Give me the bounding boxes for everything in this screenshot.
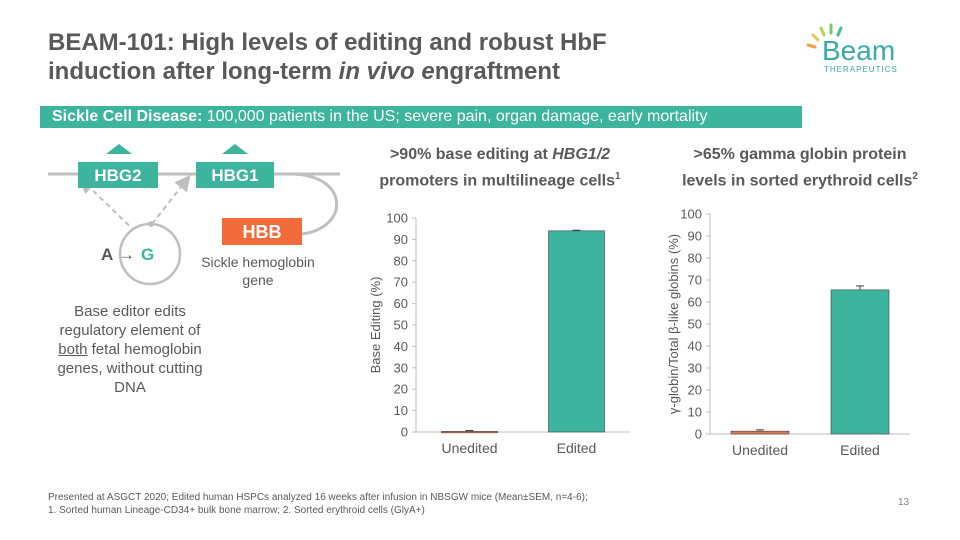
logo-sunburst-icon <box>806 23 843 49</box>
y-tick-label: 20 <box>394 382 408 397</box>
y-tick-label: 40 <box>688 339 702 354</box>
desc-underlined-word: both <box>58 341 88 358</box>
disease-banner: Sickle Cell Disease: 100,000 patients in… <box>40 106 802 128</box>
bar-unedited <box>441 431 498 434</box>
y-tick-label: 50 <box>688 317 702 332</box>
footnote: Presented at ASGCT 2020; Edited human HS… <box>48 491 588 517</box>
desc-line-1: Base editor edits <box>74 303 186 320</box>
title-line-2-suffix: ngraftment <box>434 58 561 85</box>
desc-line-2: regulatory element of <box>59 322 201 339</box>
y-tick-label: 20 <box>688 383 702 398</box>
desc-line-4: genes, without cutting <box>57 360 203 377</box>
chart2-heading-line-2-text: levels in sorted erythroid cells <box>682 172 913 190</box>
hbg2-label: HBG2 <box>94 166 141 185</box>
x-tick-label: Edited <box>557 440 597 456</box>
edit-from-base: A <box>101 245 113 264</box>
footnote-line-2: 1. Sorted human Lineage-CD34+ bulk bone … <box>48 505 425 516</box>
edit-to-base: G <box>141 245 154 264</box>
chart2-heading-line-2: levels in sorted erythroid cells2 <box>650 166 950 192</box>
dna-loop <box>289 172 339 236</box>
logo-word: Beam <box>822 35 895 66</box>
y-tick-label: 90 <box>688 229 702 244</box>
chart2-heading-line-1: >65% gamma globin protein <box>693 146 907 163</box>
y-tick-label: 40 <box>394 339 408 354</box>
y-tick-label: 60 <box>394 296 408 311</box>
y-tick-label: 80 <box>688 251 702 266</box>
hbb-label: HBB <box>243 222 282 242</box>
base-editing-diagram: A → G HBG2 HBG1 HBB Sickle hemoglobin ge… <box>48 144 340 288</box>
gamma-globin-chart: 0 10 20 30 40 50 60 70 80 90 100 γ-globin/Total β-l… <box>666 207 910 458</box>
y-axis-label: Base Editing (%) <box>368 277 383 374</box>
y-tick-label: 30 <box>688 361 702 376</box>
desc-line-3: both fetal hemoglobin <box>40 340 220 359</box>
chart1-heading: >90% base editing at HBG1/2 promoters in… <box>350 144 650 192</box>
chart2-heading: >65% gamma globin protein levels in sort… <box>650 144 950 192</box>
logo-sub: THERAPEUTICS <box>824 65 898 74</box>
edit-arrow-icon: → <box>118 245 135 264</box>
y-tick-label: 70 <box>688 273 702 288</box>
y-tick-label: 70 <box>394 275 408 290</box>
desc-line-3-rest: fetal hemoglobin <box>87 341 202 358</box>
y-tick-label: 0 <box>401 425 408 440</box>
banner-text: 100,000 patients in the US; severe pain,… <box>202 108 708 125</box>
hbg1-up-arrow-icon <box>222 144 248 154</box>
base-editing-chart: 0 10 20 30 40 50 60 70 80 90 100 Base Editing (%) Un… <box>368 211 630 456</box>
y-axis-label: γ-globin/Total β-like globins (%) <box>666 234 681 414</box>
title-line-2-italic: in vivo e <box>338 58 435 85</box>
hbg1-label: HBG1 <box>211 166 258 185</box>
beam-logo: Beam THERAPEUTICS <box>806 23 898 74</box>
x-tick-label: Unedited <box>441 440 497 456</box>
hbg2-up-arrow-icon <box>106 144 132 154</box>
title-line-2: induction after long-term in vivo engraf… <box>48 57 768 86</box>
edit-arrow-hbg2 <box>79 177 143 239</box>
y-tick-label: 0 <box>695 427 702 442</box>
chart1-heading-line-2-text: promoters in multilineage cells <box>379 172 616 190</box>
bar-edited <box>830 289 890 435</box>
y-tick-label: 50 <box>394 318 408 333</box>
hbb-box <box>222 218 302 245</box>
y-tick-label: 80 <box>394 253 408 268</box>
chart1-heading-line-2: promoters in multilineage cells1 <box>350 166 650 192</box>
y-tick-label: 100 <box>680 207 702 222</box>
hbg2-box <box>78 162 158 188</box>
y-tick-label: 10 <box>688 405 702 420</box>
y-tick-label: 90 <box>394 232 408 247</box>
chart1-heading-prefix: >90% base editing at <box>389 146 553 163</box>
chart1-heading-line-1: >90% base editing at HBG1/2 <box>350 144 650 166</box>
x-tick-label: Unedited <box>732 442 788 458</box>
title-line-2-prefix: induction after long-term <box>48 58 339 85</box>
y-tick-label: 100 <box>386 211 408 226</box>
y-tick-label: 10 <box>394 403 408 418</box>
title-line-1: BEAM-101: High levels of editing and rob… <box>48 29 607 56</box>
chart2-heading-sup: 2 <box>912 171 918 182</box>
hbb-caption-line-1: Sickle hemoglobin <box>201 254 315 270</box>
base-editor-contact-dot <box>148 221 154 227</box>
bar-unedited <box>730 430 790 435</box>
y-tick-label: 60 <box>688 295 702 310</box>
base-editor-description: Base editor edits regulatory element of … <box>40 302 220 397</box>
edit-arrow-hbg1 <box>151 174 191 225</box>
bar-edited <box>548 230 605 433</box>
slide-title: BEAM-101: High levels of editing and rob… <box>48 28 768 86</box>
chart1-heading-italic: HBG1/2 <box>552 146 611 163</box>
chart1-heading-sup: 1 <box>615 171 621 182</box>
y-tick-label: 30 <box>394 360 408 375</box>
hbg1-box <box>196 162 274 188</box>
x-tick-label: Edited <box>840 442 880 458</box>
banner-bold: Sickle Cell Disease: <box>52 108 203 125</box>
footnote-line-1: Presented at ASGCT 2020; Edited human HS… <box>48 492 588 503</box>
desc-line-5: DNA <box>114 379 146 396</box>
hbb-caption-line-2: gene <box>242 272 273 288</box>
page-number: 13 <box>898 497 910 508</box>
